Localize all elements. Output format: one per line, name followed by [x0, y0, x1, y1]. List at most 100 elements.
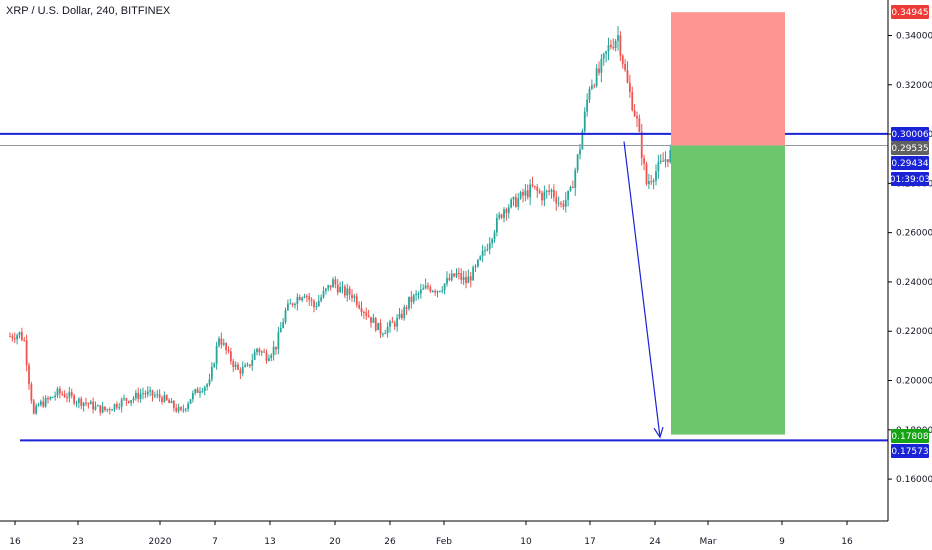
- chart-title: XRP / U.S. Dollar, 240, BITFINEX: [6, 5, 171, 17]
- candle-body: [172, 401, 175, 409]
- candle-body: [327, 285, 330, 289]
- candle-body: [448, 278, 451, 281]
- candle-body: [481, 250, 484, 257]
- candle-body: [277, 332, 280, 350]
- candle-body: [579, 149, 581, 155]
- candle-body: [284, 310, 287, 323]
- candle-body: [101, 406, 104, 413]
- candle-body: [127, 400, 130, 403]
- candle-body: [379, 322, 382, 335]
- candle-body: [650, 181, 653, 183]
- candle-body: [317, 300, 320, 307]
- candle-body: [244, 365, 247, 367]
- candle-body: [137, 392, 140, 399]
- candle-body: [165, 395, 168, 400]
- candle-body: [666, 159, 669, 163]
- candle-body: [386, 326, 389, 334]
- candle-body: [419, 289, 422, 294]
- candle-body: [346, 288, 349, 296]
- candle-body: [339, 287, 342, 293]
- candle-body: [320, 297, 323, 301]
- candle-body: [617, 35, 619, 41]
- candle-body: [51, 396, 54, 398]
- projection-arrow-line[interactable]: [623, 141, 661, 438]
- candle-body: [9, 336, 11, 338]
- candle-body: [13, 338, 16, 340]
- y-tick-label: 0.34000: [896, 31, 932, 41]
- candle-body: [208, 379, 211, 385]
- projection-arrow-head: [653, 427, 664, 439]
- candle-body: [536, 186, 539, 191]
- candle-body: [187, 403, 190, 409]
- candle-body: [77, 398, 80, 403]
- candle-body: [66, 397, 68, 399]
- candle-body: [298, 296, 301, 301]
- candle-body: [628, 82, 631, 93]
- candle-body: [571, 187, 574, 189]
- position-layer: [671, 12, 785, 435]
- candle-body: [417, 293, 420, 295]
- candle-body: [505, 209, 508, 214]
- candle-body: [424, 285, 427, 289]
- candle-body: [647, 181, 650, 184]
- candle-body: [334, 279, 337, 285]
- candle-body: [638, 118, 641, 132]
- candle-body: [524, 190, 527, 196]
- candle-body: [590, 85, 593, 89]
- candle-body: [446, 278, 448, 284]
- candle-body: [495, 217, 498, 233]
- x-tick-label: 7: [212, 537, 218, 547]
- candle-body: [602, 53, 605, 59]
- candle-body: [474, 266, 477, 268]
- candle-body: [215, 345, 218, 364]
- candle-body: [467, 276, 470, 284]
- candle-body: [73, 395, 76, 404]
- candle-body: [63, 394, 66, 398]
- candle-body: [291, 303, 294, 306]
- candle-body: [39, 401, 42, 405]
- candle-body: [144, 393, 147, 395]
- candle-body: [258, 348, 261, 353]
- candle-body: [94, 406, 97, 410]
- candle-body: [400, 313, 403, 319]
- candle-body: [365, 312, 368, 316]
- candle-body: [32, 400, 35, 414]
- stop-loss-zone[interactable]: [671, 12, 785, 146]
- candle-body: [436, 291, 439, 293]
- candle-body: [377, 322, 380, 331]
- candle-body: [484, 250, 486, 252]
- candle-body: [282, 322, 285, 329]
- candle-body: [275, 346, 277, 350]
- y-tick-label: 0.26000: [896, 229, 932, 239]
- candle-body: [372, 318, 375, 323]
- candle-body: [486, 249, 489, 251]
- candle-body: [260, 351, 263, 353]
- candle-body: [324, 288, 327, 292]
- candle-body: [531, 184, 534, 186]
- candle-body: [120, 399, 123, 408]
- candle-body: [115, 404, 118, 408]
- price-tag-label: 01:39:03: [890, 175, 930, 185]
- candle-body: [218, 338, 220, 346]
- candle-body: [550, 189, 553, 192]
- candle-body: [541, 192, 543, 201]
- candle-body: [256, 348, 258, 353]
- x-tick-label: 17: [584, 537, 595, 547]
- candle-body: [170, 401, 173, 404]
- candle-body: [153, 395, 156, 397]
- candle-body: [614, 40, 617, 49]
- candle-body: [270, 355, 273, 359]
- take-profit-zone[interactable]: [671, 145, 785, 435]
- candle-body: [351, 294, 353, 298]
- candle-body: [196, 389, 199, 393]
- candle-body: [341, 286, 344, 288]
- candle-body: [621, 55, 624, 65]
- candle-body: [191, 393, 194, 400]
- candle-body: [156, 394, 159, 396]
- candle-body: [593, 85, 596, 87]
- x-tick-label: 2020: [149, 537, 172, 547]
- candle-body: [322, 291, 325, 298]
- candle-body: [659, 160, 662, 163]
- candle-body: [455, 272, 458, 277]
